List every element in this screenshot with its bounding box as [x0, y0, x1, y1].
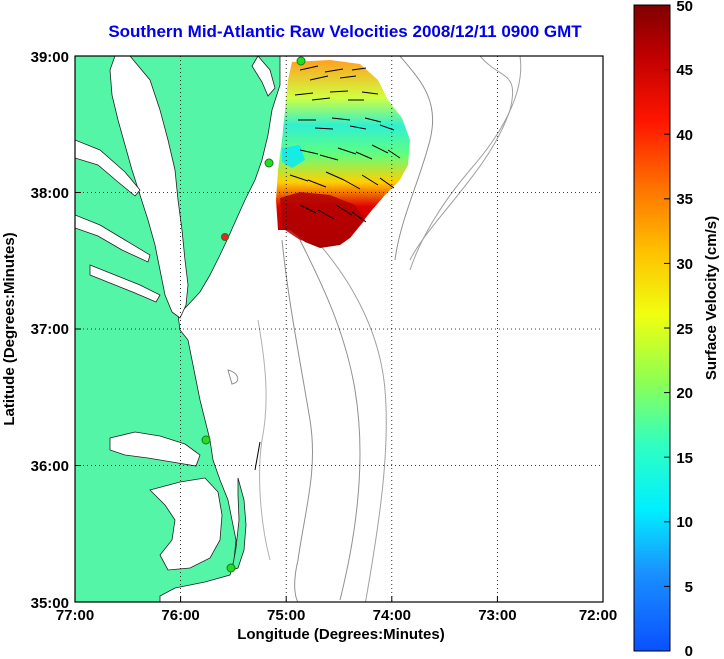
land-mass — [75, 56, 281, 602]
colorbar-tick-label: 40 — [676, 127, 693, 144]
delaware-bay — [251, 56, 276, 97]
potomac-river — [75, 139, 141, 197]
velocity-vectors — [254, 65, 401, 471]
x-tick-label: 72:00 — [579, 607, 617, 624]
x-tick-label: 76:00 — [161, 607, 199, 624]
y-tick-label: 36:00 — [31, 458, 69, 475]
map-area — [75, 56, 603, 602]
x-tick-label: 73:00 — [478, 607, 516, 624]
colorbar-tick-label: 30 — [676, 256, 693, 273]
grid-lines — [75, 56, 603, 602]
x-tick-label: 77:00 — [56, 607, 94, 624]
x-tick-label: 75:00 — [267, 607, 305, 624]
colorbar-tick-label: 5 — [685, 579, 693, 596]
x-tick-label: 74:00 — [373, 607, 411, 624]
x-axis-ticks — [74, 596, 604, 602]
colorbar-tick-label: 15 — [676, 450, 693, 467]
chesapeake-bay — [109, 56, 189, 319]
y-tick-label: 35:00 — [31, 595, 69, 612]
colorbar-tick-label: 35 — [676, 191, 693, 208]
station-marker — [296, 56, 306, 66]
rappahannock-river — [75, 214, 151, 263]
station-marker — [264, 158, 274, 168]
y-tick-label: 38:00 — [31, 185, 69, 202]
station-marker — [226, 563, 236, 573]
y-axis-label: Latitude (Degrees:Minutes) — [1, 232, 18, 425]
y-tick-label: 37:00 — [31, 321, 69, 338]
y-tick-label: 39:00 — [31, 49, 69, 66]
colorbar-tick-label: 10 — [676, 514, 693, 531]
york-river — [89, 264, 161, 303]
colorbar-ticks — [664, 4, 670, 652]
station-marker-offline — [221, 233, 229, 241]
colorbar-tick-label: 0 — [685, 643, 693, 659]
bathymetry-contours — [227, 56, 522, 602]
colorbar-tick-label: 45 — [676, 62, 693, 79]
colorbar-tick-label: 20 — [676, 385, 693, 402]
velocity-patch-cyan — [282, 145, 305, 168]
chart-title: Southern Mid-Atlantic Raw Velocities 200… — [108, 22, 582, 41]
station-marker — [201, 435, 211, 445]
pamlico-sound — [149, 477, 223, 571]
colorbar-tick-label: 50 — [676, 0, 693, 15]
y-axis-ticks — [75, 55, 81, 603]
radar-stations — [201, 56, 306, 573]
colorbar-tick-label: 25 — [676, 321, 693, 338]
x-axis-label: Longitude (Degrees:Minutes) — [237, 626, 445, 643]
colorbar-label: Surface Velocity (cm/s) — [703, 216, 720, 380]
albemarle-sound — [109, 431, 201, 467]
